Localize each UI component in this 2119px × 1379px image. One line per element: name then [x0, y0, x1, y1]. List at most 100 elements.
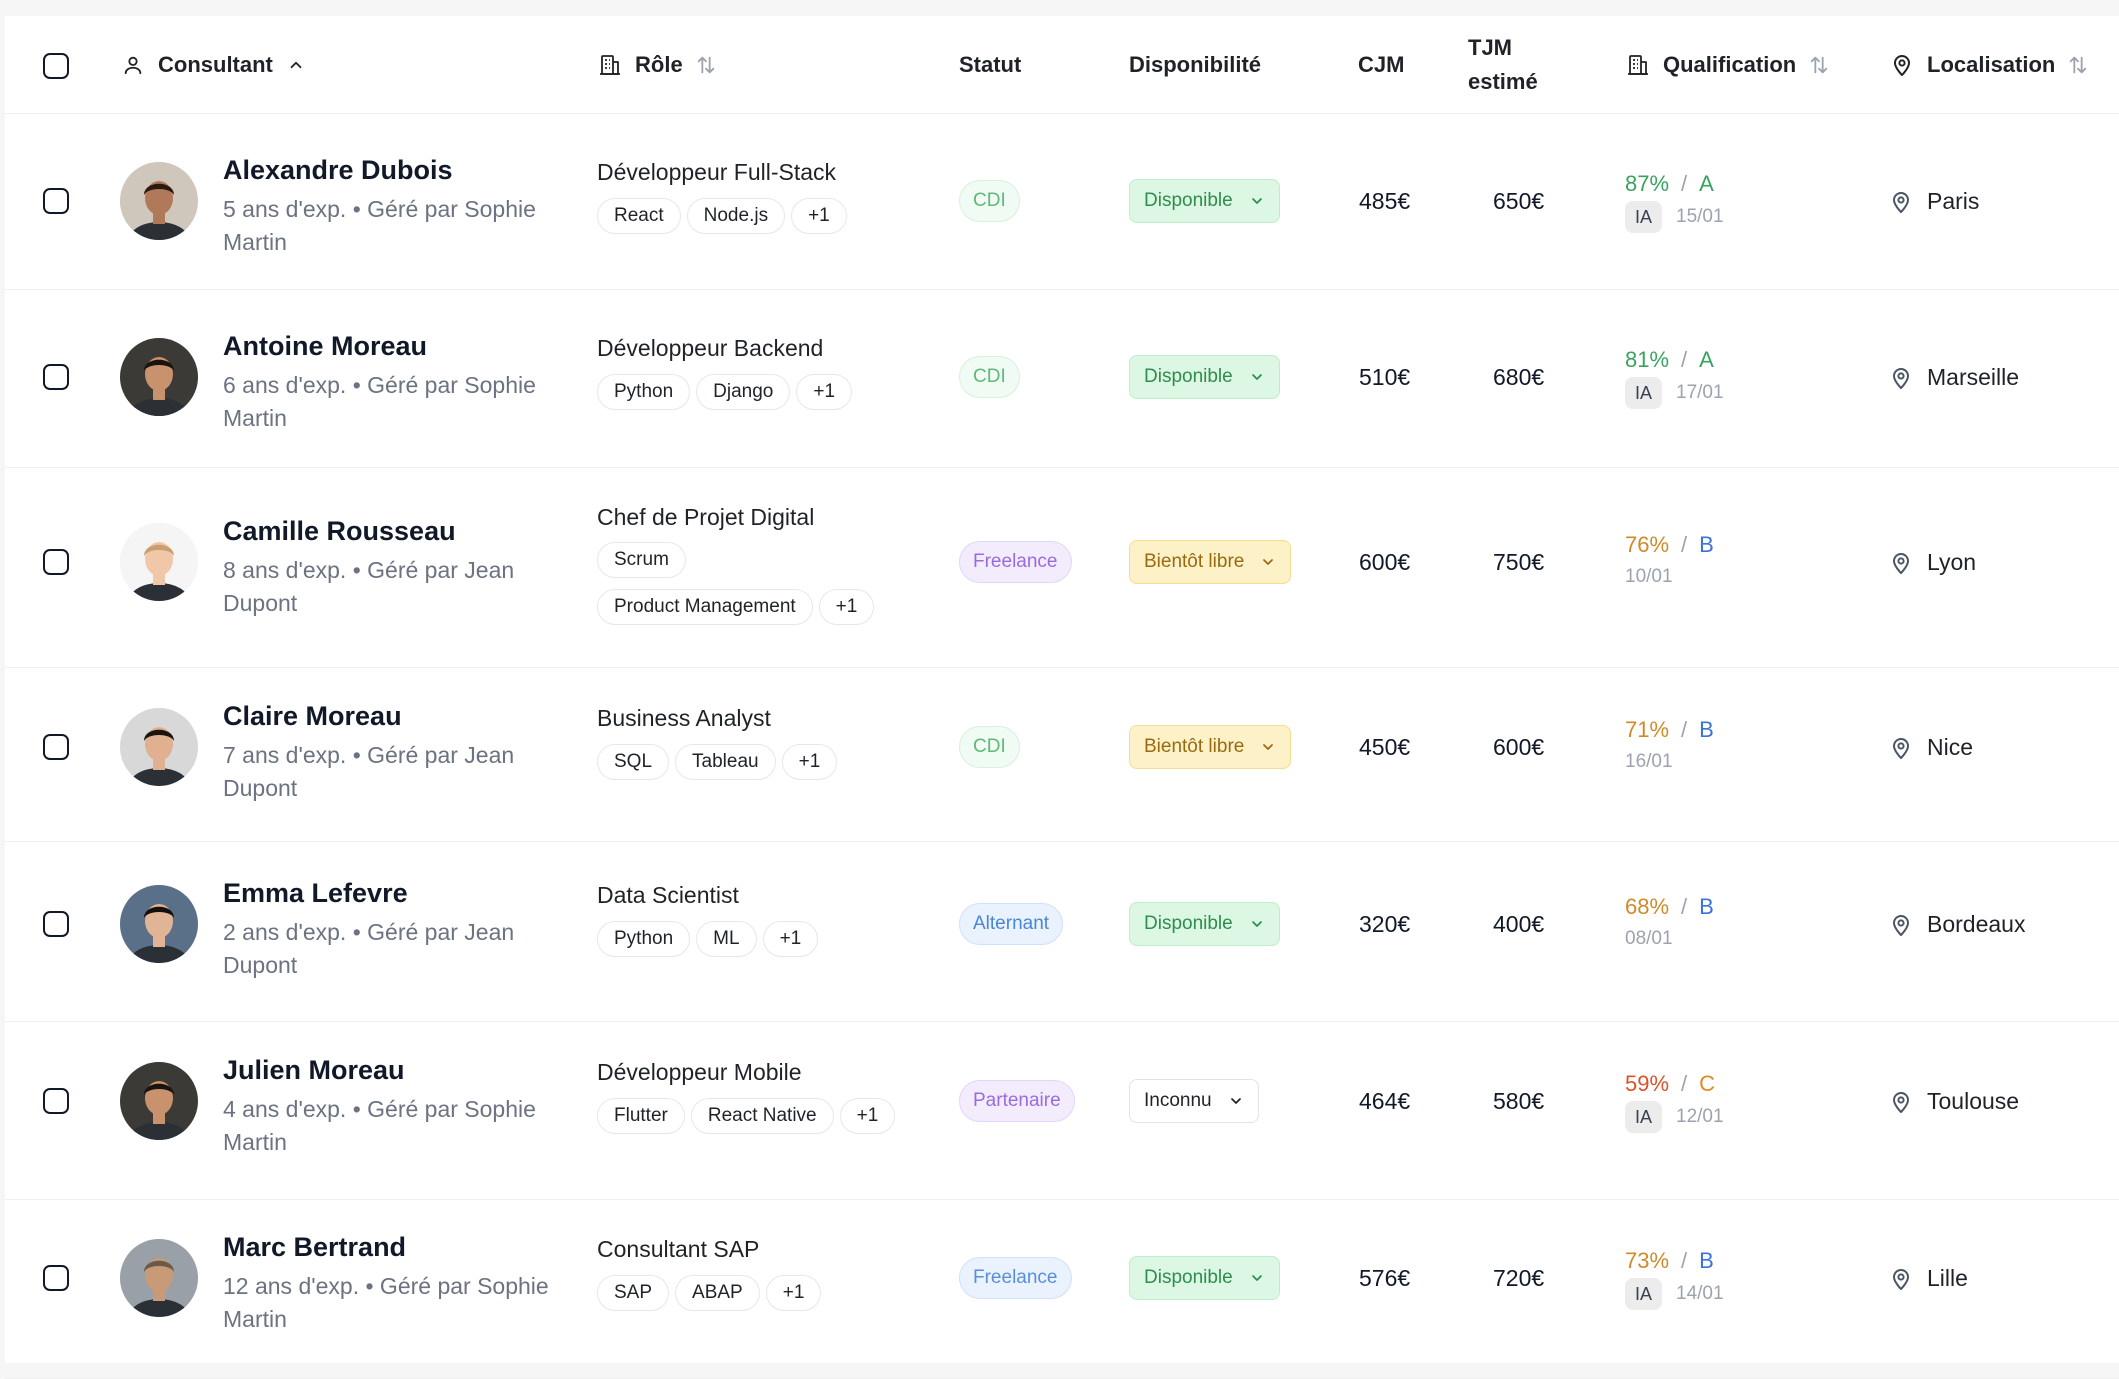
- consultant-subtitle: 4 ans d'exp. • Géré par Sophie Martin: [223, 1096, 536, 1155]
- sort-arrows-icon[interactable]: [1808, 54, 1830, 76]
- sort-arrows-icon[interactable]: [695, 54, 717, 76]
- qualification-grade: B: [1699, 532, 1714, 557]
- chevron-down-icon: [1249, 1270, 1265, 1286]
- qualification-date: 14/01: [1676, 1283, 1724, 1304]
- qualification-separator: /: [1681, 1071, 1688, 1096]
- qualification-separator: /: [1681, 532, 1688, 557]
- skill-tags: SAP ABAP +1: [597, 1275, 927, 1311]
- chevron-down-icon: [1260, 739, 1276, 755]
- qualification-date: 17/01: [1676, 382, 1724, 403]
- more-skills-tag[interactable]: +1: [791, 198, 847, 234]
- qualification-percent: 87%: [1625, 171, 1670, 196]
- qualification-meta: IA 14/01: [1625, 1278, 1724, 1310]
- table-row[interactable]: Claire Moreau 7 ans d'exp. • Géré par Jea…: [5, 668, 2119, 842]
- sort-arrows-icon[interactable]: [2067, 54, 2089, 76]
- qualification-score: 71% / B: [1625, 717, 1714, 743]
- consultant-name[interactable]: Camille Rousseau: [223, 516, 456, 546]
- row-checkbox[interactable]: [43, 911, 69, 937]
- qualification-percent: 68%: [1625, 894, 1670, 919]
- row-checkbox[interactable]: [43, 1088, 69, 1114]
- role-title: Chef de Projet Digital: [597, 504, 815, 530]
- skill-tags: Flutter React Native +1: [597, 1098, 927, 1134]
- tjm-value: 680€: [1493, 364, 1545, 390]
- consultant-name[interactable]: Julien Moreau: [223, 1055, 405, 1085]
- header-localisation[interactable]: Localisation: [1889, 16, 2089, 114]
- qualification-percent: 59%: [1625, 1071, 1670, 1096]
- row-checkbox[interactable]: [43, 1265, 69, 1291]
- skill-tag: ABAP: [675, 1275, 760, 1311]
- qualification-grade: A: [1699, 347, 1714, 372]
- table-row[interactable]: Julien Moreau 4 ans d'exp. • Géré par Sop…: [5, 1022, 2119, 1200]
- qualification-score: 73% / B: [1625, 1248, 1714, 1274]
- skill-tags: SQL Tableau +1: [597, 744, 927, 780]
- table-row[interactable]: Alexandre Dubois 5 ans d'exp. • Géré par …: [5, 114, 2119, 290]
- availability-dropdown[interactable]: Disponible: [1129, 179, 1280, 223]
- location: Lyon: [1889, 549, 1976, 576]
- skill-tag: Python: [597, 374, 691, 410]
- availability-dropdown[interactable]: Bientôt libre: [1129, 540, 1292, 584]
- avatar: [120, 338, 198, 416]
- more-skills-tag[interactable]: +1: [796, 374, 853, 410]
- qualification-date: 15/01: [1676, 206, 1724, 227]
- role-title: Développeur Full-Stack: [597, 159, 837, 185]
- row-checkbox[interactable]: [43, 734, 69, 760]
- chevron-up-icon[interactable]: [285, 54, 307, 76]
- map-pin-icon: [1889, 52, 1915, 78]
- table-row[interactable]: Emma Lefevre 2 ans d'exp. • Géré par Jean…: [5, 842, 2119, 1022]
- availability-dropdown[interactable]: Disponible: [1129, 1256, 1280, 1300]
- more-skills-tag[interactable]: +1: [818, 589, 875, 625]
- consultant-name[interactable]: Emma Lefevre: [223, 878, 408, 908]
- more-skills-tag[interactable]: +1: [839, 1098, 896, 1134]
- consultant-name[interactable]: Marc Bertrand: [223, 1232, 407, 1262]
- select-all-checkbox[interactable]: [43, 53, 69, 79]
- location: Marseille: [1889, 364, 2019, 391]
- ia-badge: IA: [1625, 1278, 1663, 1310]
- availability-label: Disponible: [1144, 366, 1233, 387]
- row-checkbox[interactable]: [43, 188, 69, 214]
- tjm-value: 750€: [1493, 549, 1545, 575]
- tjm-value: 650€: [1493, 188, 1545, 214]
- table-header: Consultant Rôle Statut Disponibilité CJM…: [5, 16, 2119, 114]
- qualification-date: 16/01: [1625, 751, 1673, 772]
- qualification-grade: B: [1699, 717, 1714, 742]
- more-skills-tag[interactable]: +1: [762, 921, 819, 957]
- skill-tag: Node.js: [686, 198, 786, 234]
- row-checkbox[interactable]: [43, 364, 69, 390]
- chevron-down-icon: [1228, 1093, 1244, 1109]
- table-row[interactable]: Marc Bertrand 12 ans d'exp. • Géré par So…: [5, 1200, 2119, 1379]
- consultant-name[interactable]: Claire Moreau: [223, 701, 402, 731]
- map-pin-icon: [1889, 551, 1913, 575]
- qualification-grade: B: [1699, 1248, 1714, 1273]
- consultant-name[interactable]: Antoine Moreau: [223, 331, 428, 361]
- header-role[interactable]: Rôle: [597, 16, 717, 114]
- cjm-value: 576€: [1359, 1265, 1411, 1291]
- cjm-value: 464€: [1359, 1088, 1411, 1114]
- row-checkbox[interactable]: [43, 549, 69, 575]
- availability-dropdown[interactable]: Disponible: [1129, 355, 1280, 399]
- qualification-separator: /: [1681, 1248, 1688, 1273]
- skill-tag: Django: [696, 374, 791, 410]
- chevron-down-icon: [1249, 193, 1265, 209]
- more-skills-tag[interactable]: +1: [765, 1275, 822, 1311]
- qualification-percent: 76%: [1625, 532, 1670, 557]
- ia-badge: IA: [1625, 1101, 1663, 1133]
- qualification-percent: 81%: [1625, 347, 1670, 372]
- role-title: Développeur Backend: [597, 335, 824, 361]
- header-qualification[interactable]: Qualification: [1625, 16, 1830, 114]
- availability-dropdown[interactable]: Inconnu: [1129, 1079, 1259, 1123]
- cjm-value: 510€: [1359, 364, 1411, 390]
- consultant-name[interactable]: Alexandre Dubois: [223, 155, 453, 185]
- consultant-subtitle: 8 ans d'exp. • Géré par Jean Dupont: [223, 557, 515, 616]
- header-tjm-estime: TJM estimé: [1468, 35, 1538, 94]
- qualification-meta: 10/01: [1625, 566, 1673, 588]
- availability-dropdown[interactable]: Bientôt libre: [1129, 725, 1292, 769]
- avatar: [120, 1239, 198, 1317]
- skill-tags: Python ML +1: [597, 921, 927, 957]
- more-skills-tag[interactable]: +1: [781, 744, 838, 780]
- qualification-date: 08/01: [1625, 928, 1673, 949]
- header-consultant[interactable]: Consultant: [120, 16, 307, 114]
- table-row[interactable]: Camille Rousseau 8 ans d'exp. • Géré par …: [5, 468, 2119, 668]
- table-row[interactable]: Antoine Moreau 6 ans d'exp. • Géré par So…: [5, 290, 2119, 468]
- availability-dropdown[interactable]: Disponible: [1129, 902, 1280, 946]
- status-badge: CDI: [959, 180, 1020, 222]
